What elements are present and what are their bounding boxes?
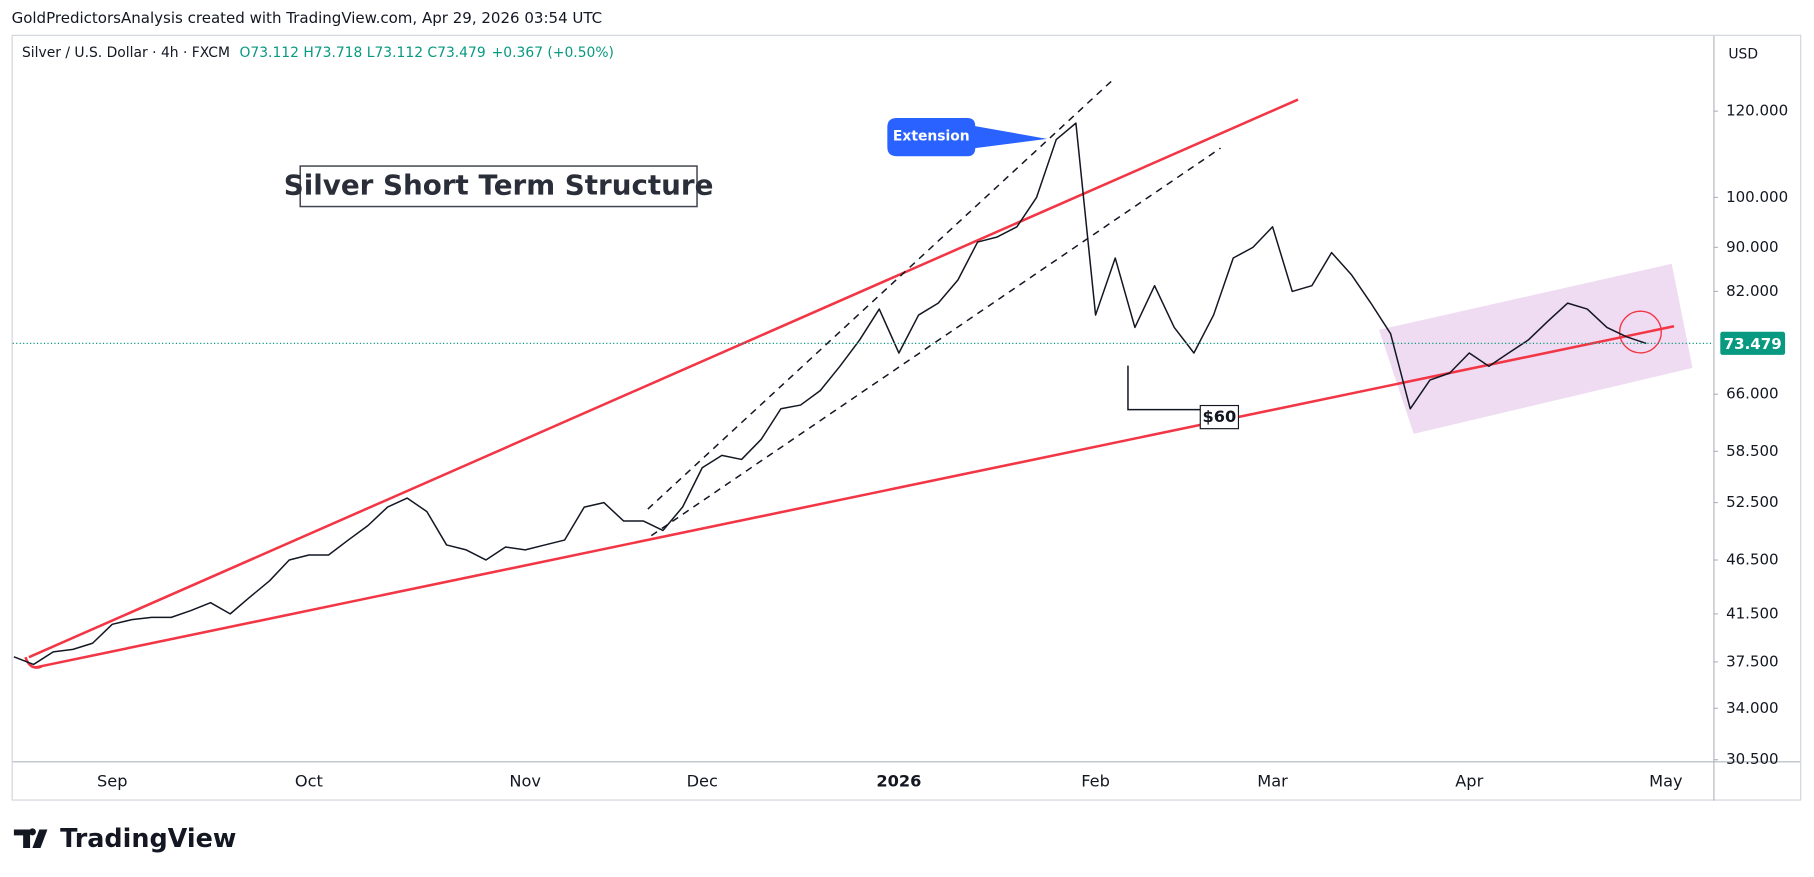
y-tick-label: 41.500 xyxy=(1726,604,1779,622)
annotation: $60 xyxy=(1202,407,1236,426)
y-tick-label: 37.500 xyxy=(1726,652,1779,670)
brand: TradingView xyxy=(60,824,236,854)
label-box xyxy=(1199,404,1240,430)
start-arc xyxy=(24,656,43,669)
upper-trendline xyxy=(28,98,1299,659)
annotation: Extension xyxy=(893,129,970,145)
y-tick-label: 120.000 xyxy=(1726,102,1788,120)
lower-trendline xyxy=(34,325,1675,669)
last-price-box xyxy=(1720,331,1786,355)
y-tick-label: 90.000 xyxy=(1726,238,1779,256)
y-tick-label: 46.500 xyxy=(1726,551,1779,569)
y-tick-label: 66.000 xyxy=(1726,385,1779,403)
x-tick-label: Oct xyxy=(295,772,323,791)
change: +0.367 (+0.50%) xyxy=(492,45,614,61)
x-tick-label: Mar xyxy=(1257,772,1288,791)
y-tick-label: 34.000 xyxy=(1726,699,1779,717)
logo: TradingView xyxy=(13,824,236,854)
y-tick-label: 82.000 xyxy=(1726,282,1779,300)
x-tick-label: Dec xyxy=(687,772,718,791)
x-tick-label: Apr xyxy=(1455,772,1483,791)
y-tick-label: 100.000 xyxy=(1726,188,1788,206)
x-tick-label: Feb xyxy=(1081,772,1110,791)
y-tick-label: 52.500 xyxy=(1726,493,1779,511)
logo-mark xyxy=(13,828,48,849)
callout xyxy=(887,118,1047,157)
y-tick-label: 58.500 xyxy=(1726,442,1779,460)
x-tick-label: 2026 xyxy=(876,772,921,791)
last-price-label: 73.479 xyxy=(1724,335,1782,353)
currency: USD xyxy=(1728,46,1758,62)
title-box xyxy=(299,165,698,208)
x-tick-label: Sep xyxy=(97,772,128,791)
symbol: Silver / U.S. Dollar · 4h · FXCM xyxy=(22,45,230,61)
price-line xyxy=(13,122,1647,666)
price-layer xyxy=(13,122,1647,666)
credit: GoldPredictorsAnalysis created with Trad… xyxy=(12,9,603,27)
chart-frame xyxy=(11,34,1802,801)
x-tick-label: May xyxy=(1649,772,1683,791)
support-marker xyxy=(1127,365,1204,411)
highlight-circle xyxy=(1618,310,1662,354)
ohlc: O73.112 H73.718 L73.112 C73.479 xyxy=(239,45,485,61)
x-tick-label: Nov xyxy=(509,772,541,791)
chart-title: Silver Short Term Structure xyxy=(284,168,714,201)
channel xyxy=(1379,263,1693,434)
y-tick-label: 30.500 xyxy=(1726,750,1779,768)
drawings xyxy=(24,78,1693,669)
dashed-channel xyxy=(650,147,1221,537)
dashed-channel xyxy=(647,78,1115,510)
